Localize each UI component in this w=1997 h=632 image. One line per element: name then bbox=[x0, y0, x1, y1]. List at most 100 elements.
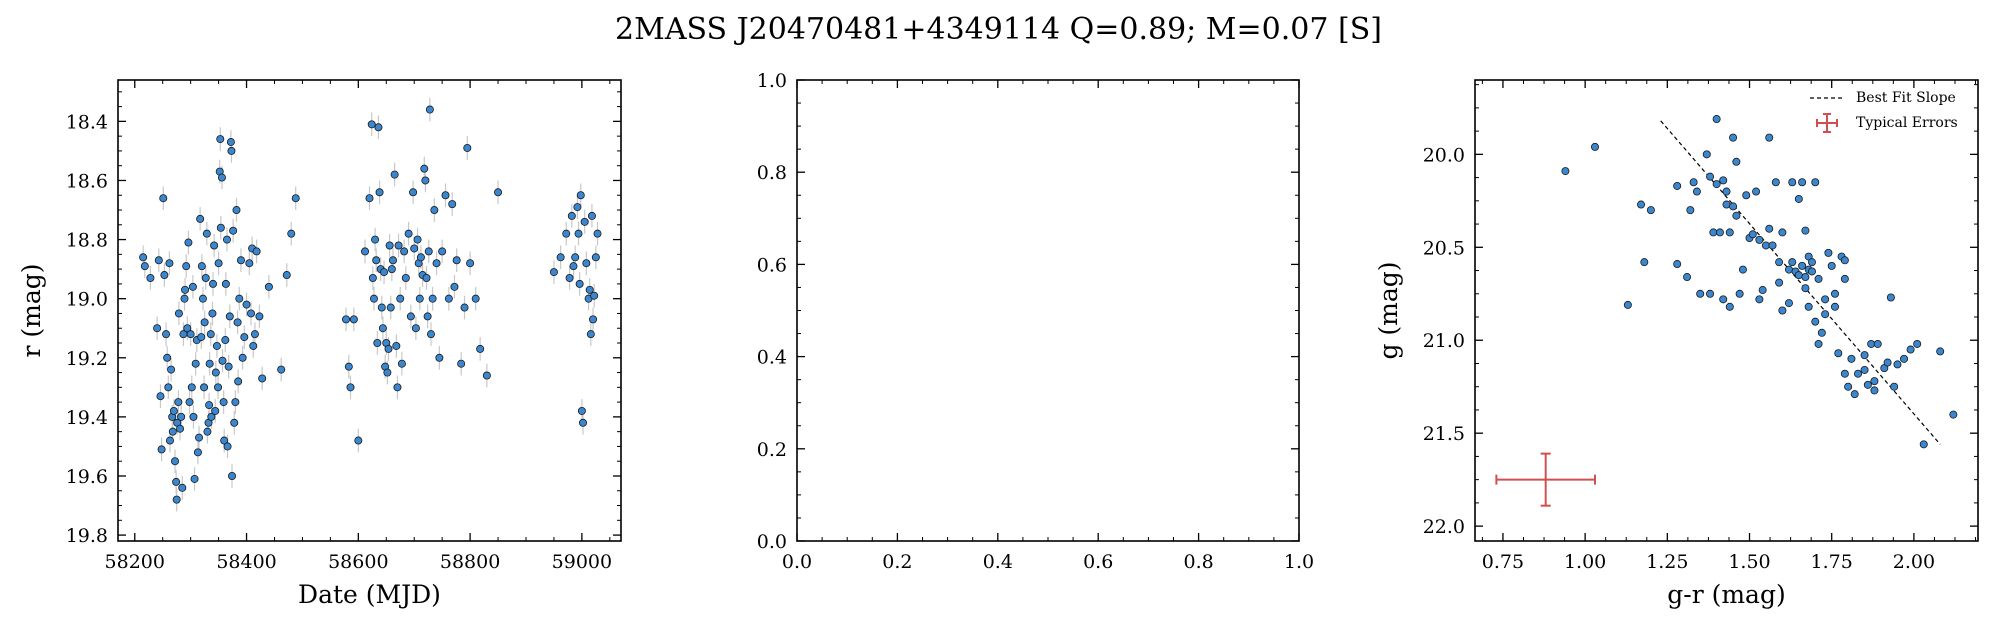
data-point bbox=[406, 312, 415, 321]
data-point bbox=[397, 359, 406, 368]
data-point bbox=[400, 247, 409, 256]
y-tick-label: 19.2 bbox=[66, 348, 108, 370]
typical-error-marker bbox=[1495, 452, 1596, 507]
data-point bbox=[197, 262, 206, 271]
data-point bbox=[1738, 265, 1747, 274]
best-fit-line bbox=[1660, 120, 1941, 445]
data-point bbox=[1771, 178, 1780, 187]
data-point bbox=[159, 194, 168, 203]
y-tick-label: 1.0 bbox=[757, 70, 787, 92]
data-point bbox=[435, 353, 444, 362]
y-tick-label: 18.8 bbox=[66, 230, 108, 252]
data-point bbox=[1827, 261, 1836, 270]
data-point bbox=[160, 271, 169, 280]
data-point bbox=[415, 294, 424, 303]
data-point bbox=[1840, 369, 1849, 378]
data-point bbox=[206, 330, 215, 339]
y-tick-label: 19.4 bbox=[66, 407, 108, 429]
data-point bbox=[1719, 295, 1728, 304]
data-point bbox=[282, 271, 291, 280]
data-point bbox=[169, 406, 178, 415]
data-point bbox=[1696, 289, 1705, 298]
data-point bbox=[424, 247, 433, 256]
data-point bbox=[223, 442, 232, 451]
data-point bbox=[574, 229, 583, 238]
data-point bbox=[216, 223, 225, 232]
data-point bbox=[573, 203, 582, 212]
data-point bbox=[428, 294, 437, 303]
y-tick-label: 20.0 bbox=[1423, 144, 1465, 166]
data-point bbox=[185, 398, 194, 407]
data-point bbox=[448, 200, 457, 209]
data-point bbox=[463, 143, 472, 152]
data-point bbox=[176, 424, 185, 433]
data-point bbox=[197, 333, 206, 342]
y-tick-label: 20.5 bbox=[1423, 237, 1465, 259]
data-point bbox=[1732, 157, 1741, 166]
data-point bbox=[1811, 317, 1820, 326]
x-tick-label: 0.6 bbox=[1083, 551, 1113, 573]
data-point bbox=[211, 406, 220, 415]
data-point bbox=[1752, 187, 1761, 196]
data-point bbox=[224, 362, 233, 371]
data-point bbox=[165, 436, 174, 445]
data-point bbox=[264, 282, 273, 291]
data-point bbox=[494, 188, 503, 197]
data-point bbox=[576, 191, 585, 200]
data-point bbox=[394, 241, 403, 250]
data-point bbox=[172, 495, 181, 504]
data-point bbox=[220, 436, 229, 445]
data-point bbox=[191, 359, 200, 368]
data-point bbox=[219, 398, 228, 407]
x-tick-label: 1.50 bbox=[1728, 551, 1770, 573]
data-point bbox=[245, 259, 254, 268]
data-point bbox=[582, 259, 591, 268]
data-point bbox=[444, 294, 453, 303]
data-point bbox=[1725, 302, 1734, 311]
data-point bbox=[1673, 181, 1682, 190]
data-point bbox=[156, 392, 165, 401]
data-point bbox=[196, 214, 205, 223]
y-tick-label: 0.6 bbox=[757, 254, 787, 276]
data-point bbox=[168, 427, 177, 436]
data-point bbox=[1804, 302, 1813, 311]
data-point bbox=[571, 253, 580, 262]
data-point bbox=[291, 194, 300, 203]
plot-frame bbox=[796, 79, 1300, 542]
y-tick-label: 0.2 bbox=[757, 439, 787, 461]
data-point bbox=[183, 324, 192, 333]
data-point bbox=[1637, 200, 1646, 209]
x-tick-label: 1.0 bbox=[1284, 551, 1314, 573]
data-point bbox=[346, 383, 355, 392]
data-point bbox=[373, 339, 382, 348]
data-point bbox=[425, 105, 434, 114]
data-point bbox=[1561, 167, 1570, 176]
data-point bbox=[1722, 200, 1731, 209]
data-point bbox=[587, 211, 596, 220]
data-point bbox=[228, 471, 237, 480]
data-point bbox=[140, 262, 149, 271]
data-point bbox=[1719, 176, 1728, 185]
data-point bbox=[368, 273, 377, 282]
data-point bbox=[1765, 224, 1774, 233]
y-tick-label: 19.6 bbox=[66, 466, 108, 488]
data-point bbox=[342, 315, 351, 324]
data-point bbox=[378, 324, 387, 333]
data-point bbox=[387, 265, 396, 274]
data-point bbox=[426, 330, 435, 339]
data-point bbox=[411, 324, 420, 333]
data-point bbox=[589, 315, 598, 324]
data-point bbox=[1706, 172, 1715, 181]
data-point bbox=[214, 383, 223, 392]
data-point bbox=[1778, 306, 1787, 315]
data-point bbox=[404, 229, 413, 238]
data-point bbox=[460, 303, 469, 312]
data-point bbox=[198, 294, 207, 303]
data-point bbox=[390, 170, 399, 179]
data-point bbox=[258, 374, 267, 383]
data-point bbox=[207, 412, 216, 421]
data-point bbox=[432, 259, 441, 268]
data-point bbox=[1742, 191, 1751, 200]
data-point bbox=[184, 238, 193, 247]
data-point bbox=[409, 188, 418, 197]
